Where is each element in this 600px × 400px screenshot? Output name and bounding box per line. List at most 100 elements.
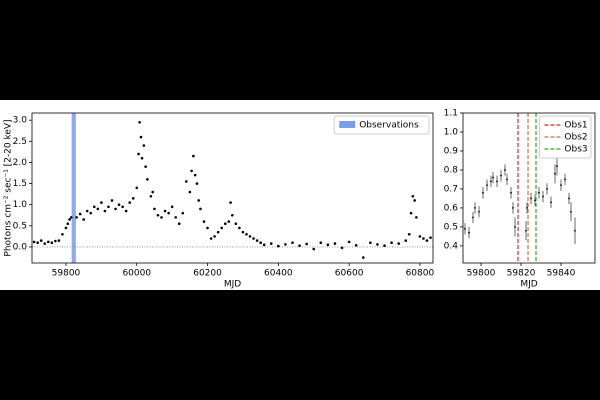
data-point (68, 218, 71, 221)
data-point (560, 184, 562, 187)
data-point (43, 242, 47, 245)
legend-box (538, 115, 592, 159)
data-point (542, 195, 544, 198)
data-point (199, 207, 202, 211)
data-point (464, 227, 466, 230)
data-point (36, 241, 39, 245)
data-point (193, 173, 197, 177)
data-point (496, 180, 498, 183)
data-point (96, 207, 100, 211)
data-point (291, 241, 294, 245)
data-point (181, 211, 185, 215)
data-point (146, 178, 149, 181)
observation-span (71, 113, 76, 263)
data-point (369, 241, 372, 245)
data-point (277, 244, 280, 248)
plot-area (464, 113, 576, 263)
data-point (149, 194, 153, 198)
data-point (75, 216, 78, 219)
data-point (326, 243, 330, 247)
data-point (413, 199, 416, 202)
data-point (422, 237, 425, 240)
data-point (564, 178, 566, 181)
data-point (110, 199, 114, 202)
data-point (229, 201, 232, 204)
data-point (50, 241, 54, 245)
data-point (66, 222, 70, 226)
x-tick-label: 59800 (467, 269, 496, 279)
data-point (238, 226, 241, 230)
data-point (526, 207, 528, 209)
figure-area (0, 100, 600, 290)
data-point (361, 256, 365, 259)
y-tick-label: 0.0 (13, 242, 28, 252)
data-point (478, 210, 480, 213)
data-point (131, 197, 135, 200)
data-point (54, 239, 57, 243)
data-point (39, 239, 43, 242)
data-point (568, 197, 570, 200)
data-point (248, 235, 252, 238)
data-point (170, 205, 174, 209)
data-point (305, 242, 308, 246)
data-point (354, 243, 358, 247)
y-tick-label: 0.4 (444, 241, 459, 251)
data-point (220, 226, 224, 230)
data-point (185, 180, 188, 183)
data-point (192, 154, 195, 158)
data-point (298, 244, 301, 247)
y-tick-label: 0.6 (444, 203, 459, 213)
data-point (245, 232, 248, 236)
data-point (492, 176, 494, 179)
data-point (139, 135, 143, 139)
data-point (554, 172, 556, 175)
legend-box (333, 115, 430, 135)
data-point (390, 241, 393, 245)
data-point (69, 216, 73, 219)
data-point (78, 212, 82, 216)
data-point (151, 190, 154, 194)
y-tick-label: 1.5 (13, 179, 27, 189)
data-point (156, 213, 160, 217)
data-point (383, 244, 386, 247)
y-tick-label: 1.0 (13, 200, 28, 210)
data-point (85, 209, 89, 213)
data-point (114, 207, 117, 211)
data-point (174, 216, 177, 219)
data-point (216, 230, 220, 234)
data-point (574, 229, 576, 232)
data-point (546, 188, 548, 190)
data-point (241, 230, 245, 234)
data-point (415, 216, 418, 219)
data-point (103, 209, 107, 213)
data-point (482, 191, 484, 194)
data-point (468, 231, 470, 234)
y-axis-label: Photons cm⁻² sec⁻¹ [2-20 keV] (4, 119, 14, 256)
data-point (255, 239, 259, 242)
data-point (418, 235, 422, 238)
axes-frame (462, 112, 596, 264)
data-point (425, 239, 429, 242)
data-point (409, 211, 413, 215)
data-point (570, 210, 572, 213)
x-tick-label: 60200 (193, 269, 222, 279)
y-tick-label: 1.0 (444, 127, 459, 137)
data-point (231, 213, 234, 217)
data-point (538, 191, 540, 194)
y-tick-label: 0.5 (13, 221, 27, 231)
data-point (407, 232, 411, 236)
data-point (92, 205, 96, 209)
data-point (500, 174, 502, 177)
y-tick-label: 0.7 (444, 184, 458, 194)
data-point (206, 226, 209, 230)
data-point (530, 197, 532, 200)
x-tick-label: 59800 (52, 269, 81, 279)
data-point (550, 201, 552, 204)
data-point (514, 226, 516, 228)
data-point (340, 246, 344, 250)
data-point (117, 203, 121, 206)
data-point (223, 222, 227, 226)
data-point (202, 220, 206, 223)
data-point (188, 190, 192, 194)
